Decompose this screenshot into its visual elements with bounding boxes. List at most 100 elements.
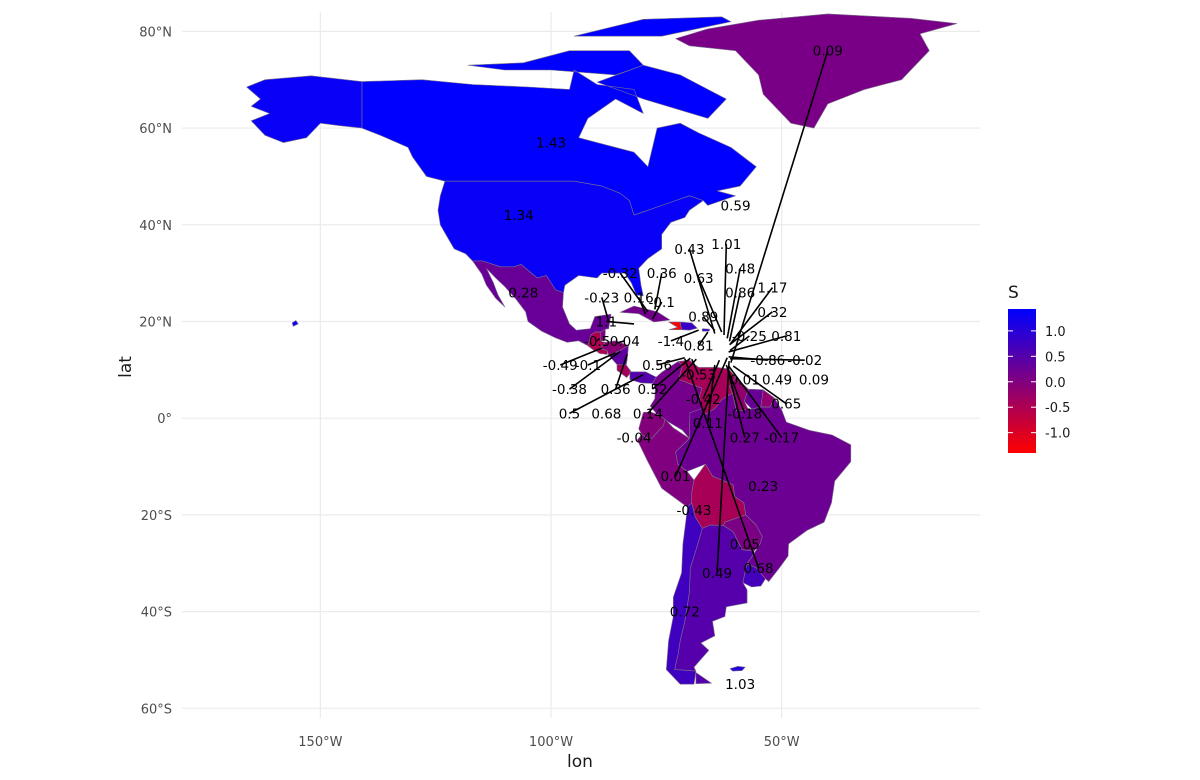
leader-line: [596, 337, 601, 342]
value-label: -0.17: [764, 431, 799, 447]
value-label: 1.17: [757, 281, 787, 297]
leader-line: [600, 297, 610, 322]
leader-line: [587, 352, 616, 366]
region-canada: [361, 16, 757, 216]
leader-line: [697, 277, 723, 333]
x-axis-title: lon: [567, 752, 593, 772]
value-label: -0.23: [584, 290, 619, 306]
y-tick-label: 60°S: [141, 702, 172, 717]
value-label: 0.11: [693, 416, 723, 432]
value-label: 0.49: [702, 566, 732, 582]
region-belize: [600, 328, 606, 342]
regions: [246, 13, 958, 685]
value-label: 1.01: [711, 237, 741, 253]
region-falkland-islands: [729, 666, 746, 672]
leader-line: [656, 356, 685, 366]
value-label: 0.36: [647, 266, 677, 282]
value-label: 0.09: [799, 373, 829, 389]
value-label: 0.89: [688, 310, 718, 326]
value-label: 0.01: [730, 373, 760, 389]
value-label: -0.5: [584, 334, 610, 350]
value-label: 0.52: [637, 382, 667, 398]
value-label: -0.43: [677, 503, 712, 519]
value-labels: 1.43 1.34 0.09 0.59 0.28 1.03 0.72 0.49 0.68 0.05…: [504, 44, 843, 693]
value-label: 0.59: [720, 198, 750, 214]
leader-line: [730, 50, 829, 363]
leader-line: [732, 365, 787, 405]
legend-tick-label: 0.5: [1045, 350, 1066, 365]
value-label: 0.48: [725, 261, 755, 277]
value-label: 0.65: [771, 397, 801, 413]
y-tick-label: 20°N: [139, 315, 172, 330]
value-label: 0.16: [624, 290, 654, 306]
value-label: -0.32: [603, 266, 638, 282]
leader-line: [729, 357, 805, 361]
value-label: 0.27: [730, 431, 760, 447]
value-label: 0.43: [674, 242, 704, 258]
legend-colorbar: [1008, 309, 1036, 453]
axis-ticks: 150°W 100°W 50°W 80°N 60°N 40°N 20°N 0° 20°S 40°S…: [139, 25, 800, 750]
value-label: 0.04: [610, 334, 640, 350]
leader-line: [651, 357, 691, 390]
leader-line: [728, 292, 741, 342]
value-label: -0.53: [681, 368, 716, 384]
y-tick-label: 60°N: [139, 122, 172, 137]
leader-line: [684, 358, 760, 569]
value-label: 0.49: [762, 373, 792, 389]
value-label: -0.42: [686, 392, 721, 408]
value-label: 0.63: [684, 271, 714, 287]
leader-line: [568, 350, 621, 390]
value-label: 0.14: [633, 406, 663, 422]
leader-line: [726, 268, 741, 339]
value-label: 0.86: [725, 285, 755, 301]
leader-line: [688, 248, 716, 334]
leader-line: [619, 272, 649, 313]
y-tick-label: 0°: [157, 412, 172, 427]
x-tick-label: 100°W: [529, 735, 573, 750]
value-label: -0.04: [617, 431, 652, 447]
leader-line: [727, 365, 783, 439]
leader-line: [670, 329, 699, 342]
y-tick-label: 40°N: [139, 219, 172, 234]
leader-line: [702, 359, 721, 400]
value-label: 0.23: [748, 479, 778, 495]
leader-line: [647, 358, 697, 414]
value-label: -0.1: [649, 295, 675, 311]
value-label: 1.03: [725, 677, 755, 693]
leader-line: [728, 335, 787, 353]
legend-title: S: [1008, 283, 1019, 303]
value-label: -0.18: [727, 406, 762, 422]
leader-line: [606, 320, 635, 325]
leader-line: [654, 272, 663, 310]
leader-line: [702, 316, 716, 332]
value-label: 0.72: [670, 605, 700, 621]
leader-line: [723, 244, 728, 336]
leader-line: [726, 367, 746, 438]
leader-line: [615, 340, 626, 345]
legend-tick-label: 1.0: [1045, 325, 1066, 340]
leader-line: [729, 335, 750, 352]
y-tick-label: 20°S: [141, 509, 172, 524]
leader-line: [614, 354, 628, 390]
value-label: 0.36: [601, 382, 631, 398]
value-label: -0.86: [750, 353, 785, 369]
value-label: 1.43: [536, 136, 566, 152]
leader-line: [697, 331, 709, 347]
leader-line: [674, 357, 728, 477]
region-puerto-rico: [702, 328, 710, 332]
value-label: -0.25: [732, 329, 767, 345]
legend-tick-label: -0.5: [1045, 401, 1070, 416]
value-label: -0.38: [552, 382, 587, 398]
value-label: 0.68: [744, 561, 774, 577]
leader-line: [637, 296, 647, 315]
value-label: 0.28: [508, 285, 538, 301]
region-haiti: [668, 321, 682, 330]
leader-line: [569, 373, 644, 415]
region-chile: [666, 502, 703, 685]
value-label: 0.05: [730, 537, 760, 553]
leader-line: [651, 301, 663, 320]
value-label: 0.32: [757, 305, 787, 321]
value-label: 1.34: [504, 208, 534, 224]
value-label: 0.81: [684, 339, 714, 355]
